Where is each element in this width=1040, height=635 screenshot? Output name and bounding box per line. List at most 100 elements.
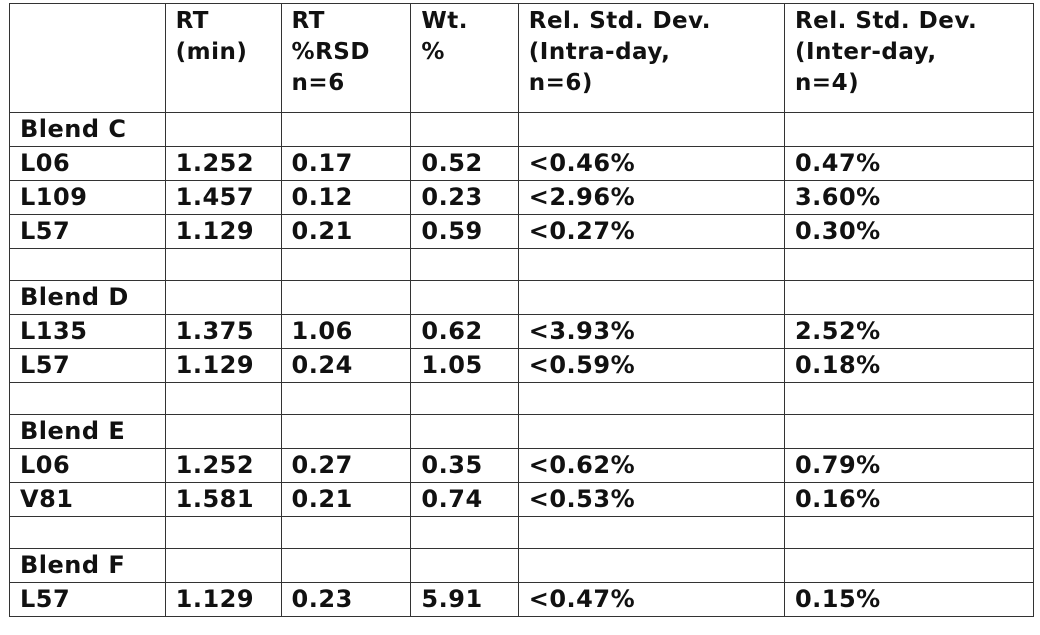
table-cell: 0.30% [783, 214, 1035, 249]
table-cell: 1.375 [164, 314, 282, 349]
table-cell: <0.27% [517, 214, 785, 249]
header-cell-rt: RT (min) [164, 3, 282, 113]
table-cell [164, 382, 282, 415]
table-cell [280, 548, 412, 583]
row-label-cell: L57 [9, 582, 166, 617]
row-label-cell: V81 [9, 482, 166, 517]
table-cell: 0.21 [280, 482, 412, 517]
table-cell: 1.129 [164, 582, 282, 617]
table-cell: 1.06 [280, 314, 412, 349]
spacer-row [9, 382, 1035, 415]
table-cell [164, 280, 282, 315]
row-label-cell [9, 248, 166, 281]
table-cell: <0.46% [517, 146, 785, 181]
header-cell-component [9, 3, 166, 113]
table-cell: 1.05 [410, 348, 519, 383]
spacer-row [9, 248, 1035, 281]
table-cell [280, 280, 412, 315]
row-label-cell: L57 [9, 348, 166, 383]
table-cell: 0.23 [280, 582, 412, 617]
table-cell [410, 248, 519, 281]
table-cell [517, 548, 785, 583]
table-cell: 0.27 [280, 448, 412, 483]
table-cell: <0.47% [517, 582, 785, 617]
table-cell [517, 112, 785, 147]
table-cell: 2.52% [783, 314, 1035, 349]
table-row: L06 1.252 0.27 0.35 <0.62% 0.79% [9, 448, 1035, 483]
table-cell [410, 414, 519, 449]
table-cell: 0.59 [410, 214, 519, 249]
table-cell [517, 280, 785, 315]
header-cell-inter-day: Rel. Std. Dev. (Inter-day, n=4) [783, 3, 1035, 113]
group-header-row: Blend F [9, 548, 1035, 583]
table-cell: 0.79% [783, 448, 1035, 483]
table-cell: 1.581 [164, 482, 282, 517]
header-cell-intra-day: Rel. Std. Dev. (Intra-day, n=6) [517, 3, 785, 113]
row-label-cell: Blend C [9, 112, 166, 147]
table-row: L135 1.375 1.06 0.62 <3.93% 2.52% [9, 314, 1035, 349]
table-cell: 0.62 [410, 314, 519, 349]
row-label-cell: L57 [9, 214, 166, 249]
group-header-row: Blend E [9, 414, 1035, 449]
table-cell: 1.129 [164, 348, 282, 383]
table-cell [517, 516, 785, 549]
table-cell [783, 414, 1035, 449]
table-cell [783, 280, 1035, 315]
table-row: L57 1.129 0.24 1.05 <0.59% 0.18% [9, 348, 1035, 383]
table-cell [164, 516, 282, 549]
row-label-cell: L06 [9, 146, 166, 181]
data-table: RT (min) RT %RSD n=6 Wt. % Rel. Std. Dev… [9, 3, 1035, 617]
row-label-cell: Blend E [9, 414, 166, 449]
table-body: Blend C L06 1.252 0.17 0.52 <0.46% 0.47% L109 1.… [9, 112, 1035, 617]
table-row: L109 1.457 0.12 0.23 <2.96% 3.60% [9, 180, 1035, 215]
table-cell [164, 248, 282, 281]
table-cell: 0.15% [783, 582, 1035, 617]
table-cell: 0.21 [280, 214, 412, 249]
table-row: L06 1.252 0.17 0.52 <0.46% 0.47% [9, 146, 1035, 181]
table-cell: 1.252 [164, 448, 282, 483]
table-cell: <0.59% [517, 348, 785, 383]
table-cell [517, 382, 785, 415]
table-cell: 0.47% [783, 146, 1035, 181]
header-cell-rt-rsd: RT %RSD n=6 [280, 3, 412, 113]
table-cell [783, 548, 1035, 583]
table-cell: <2.96% [517, 180, 785, 215]
table-cell: 0.16% [783, 482, 1035, 517]
group-header-row: Blend D [9, 280, 1035, 315]
spacer-row [9, 516, 1035, 549]
table-row: L57 1.129 0.23 5.91 <0.47% 0.15% [9, 582, 1035, 617]
row-label-cell: Blend F [9, 548, 166, 583]
table-cell [783, 516, 1035, 549]
table-cell [783, 112, 1035, 147]
table-cell [410, 548, 519, 583]
row-label-cell: L109 [9, 180, 166, 215]
table-cell [280, 248, 412, 281]
header-cell-wt: Wt. % [410, 3, 519, 113]
table-cell: 0.18% [783, 348, 1035, 383]
table-cell: 1.457 [164, 180, 282, 215]
table-cell: 0.24 [280, 348, 412, 383]
group-header-row: Blend C [9, 112, 1035, 147]
table-cell: 0.52 [410, 146, 519, 181]
table-cell: 0.12 [280, 180, 412, 215]
table-cell: 3.60% [783, 180, 1035, 215]
table-cell: <0.62% [517, 448, 785, 483]
table-cell: 0.23 [410, 180, 519, 215]
table-cell: 0.74 [410, 482, 519, 517]
row-label-cell [9, 382, 166, 415]
table-cell [783, 248, 1035, 281]
row-label-cell: L06 [9, 448, 166, 483]
table-cell: <0.53% [517, 482, 785, 517]
table-cell [410, 280, 519, 315]
header-row: RT (min) RT %RSD n=6 Wt. % Rel. Std. Dev… [9, 3, 1035, 113]
row-label-cell: L135 [9, 314, 166, 349]
table-cell [164, 414, 282, 449]
table-cell [410, 112, 519, 147]
table-cell [280, 382, 412, 415]
table-cell [783, 382, 1035, 415]
table-cell [410, 382, 519, 415]
table-cell [517, 414, 785, 449]
table-cell: <3.93% [517, 314, 785, 349]
table-cell [164, 112, 282, 147]
table-row: L57 1.129 0.21 0.59 <0.27% 0.30% [9, 214, 1035, 249]
